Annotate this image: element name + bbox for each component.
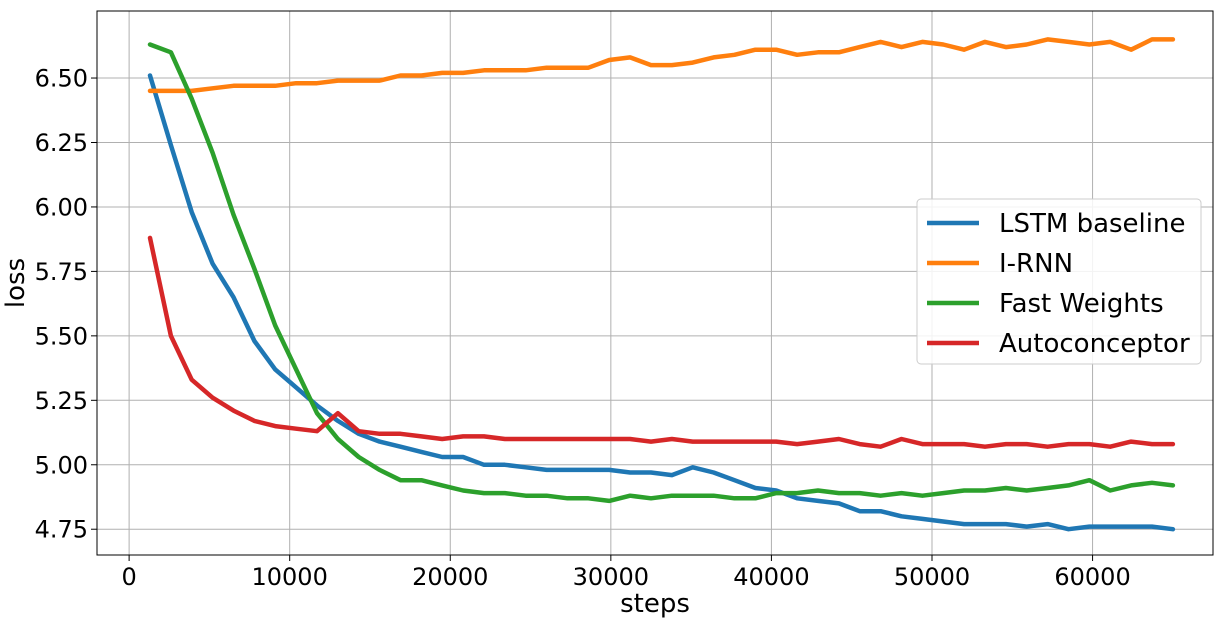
legend-box	[916, 198, 1202, 365]
series-lines	[147, 37, 1176, 532]
legend-label-autoconceptor: Autoconceptor	[999, 329, 1190, 359]
legend-label-lstm-baseline: LSTM baseline	[999, 209, 1185, 239]
y-tick-label: 5.25	[35, 387, 88, 415]
y-tick-label: 6.50	[35, 65, 88, 93]
y-tick-label: 6.25	[35, 129, 88, 157]
x-tick-label: 0	[121, 563, 136, 591]
series-line-i-rnn	[147, 37, 1176, 94]
x-axis-ticks: 0 10000 20000 30000 40000 50000 60000	[121, 555, 1131, 591]
y-axis-label: loss	[1, 258, 31, 308]
y-tick-label: 5.00	[35, 451, 88, 479]
x-tick-label: 60000	[1054, 563, 1130, 591]
legend-label-i-rnn: I-RNN	[999, 249, 1073, 279]
series-line-autoconceptor	[147, 235, 1176, 449]
series-line-fast-weights	[147, 42, 1176, 504]
y-axis-ticks: 4.75 5.00 5.25 5.50 5.75 6.00 6.25 6.50	[35, 65, 97, 544]
x-tick-label: 10000	[252, 563, 328, 591]
y-tick-label: 4.75	[35, 516, 88, 544]
legend-label-fast-weights: Fast Weights	[999, 289, 1164, 319]
y-tick-label: 5.75	[35, 258, 88, 286]
plot-frame	[96, 10, 1214, 556]
y-tick-label: 6.00	[35, 193, 88, 221]
x-tick-label: 20000	[412, 563, 488, 591]
x-axis-label: steps	[620, 589, 690, 619]
y-tick-label: 5.50	[35, 322, 88, 350]
legend: LSTM baseline I-RNN Fast Weights Autoconcep…	[916, 198, 1202, 365]
x-tick-label: 40000	[733, 563, 809, 591]
x-tick-label: 30000	[573, 563, 649, 591]
x-tick-label: 50000	[894, 563, 970, 591]
series-line-lstm-baseline	[147, 73, 1176, 532]
